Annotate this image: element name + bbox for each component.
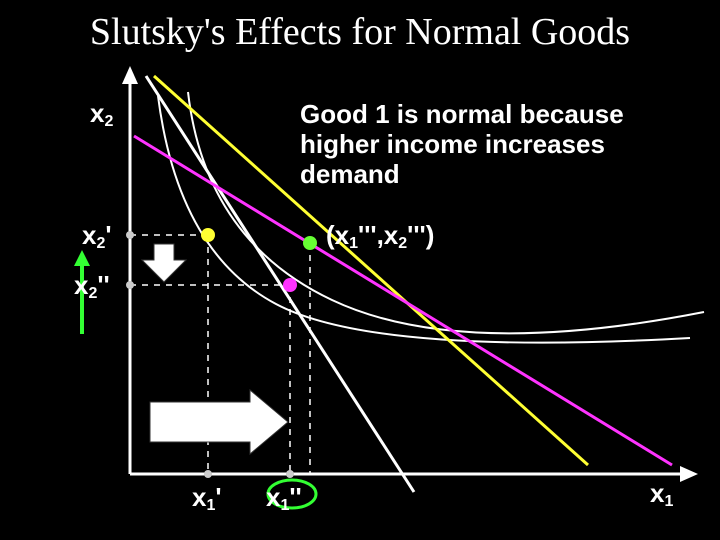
tick-x2pp [126,281,134,289]
pt-final [303,236,317,250]
lbl-x1p: x1' [192,482,222,515]
tick-x2p [126,231,134,239]
y-axis-arrow [122,66,138,84]
lbl-x2p: x2' [82,220,112,253]
tick-x1p [204,470,212,478]
lbl-x1pp: x1'' [266,482,302,515]
x-axis-label: x1 [650,478,673,511]
big-arrow-sub [150,390,288,454]
slide: Slutsky's Effects for Normal Goods Good … [0,0,720,540]
big-arrow-inc [142,244,186,282]
lbl-x2pp: x2'' [74,270,110,303]
tick-x1pp [286,470,294,478]
pt-original [201,228,215,242]
x-axis-arrow [680,466,698,482]
pt-compensated [283,278,297,292]
bundle-label: (x1''',x2''') [326,220,434,253]
y-axis-label: x2 [90,98,113,131]
